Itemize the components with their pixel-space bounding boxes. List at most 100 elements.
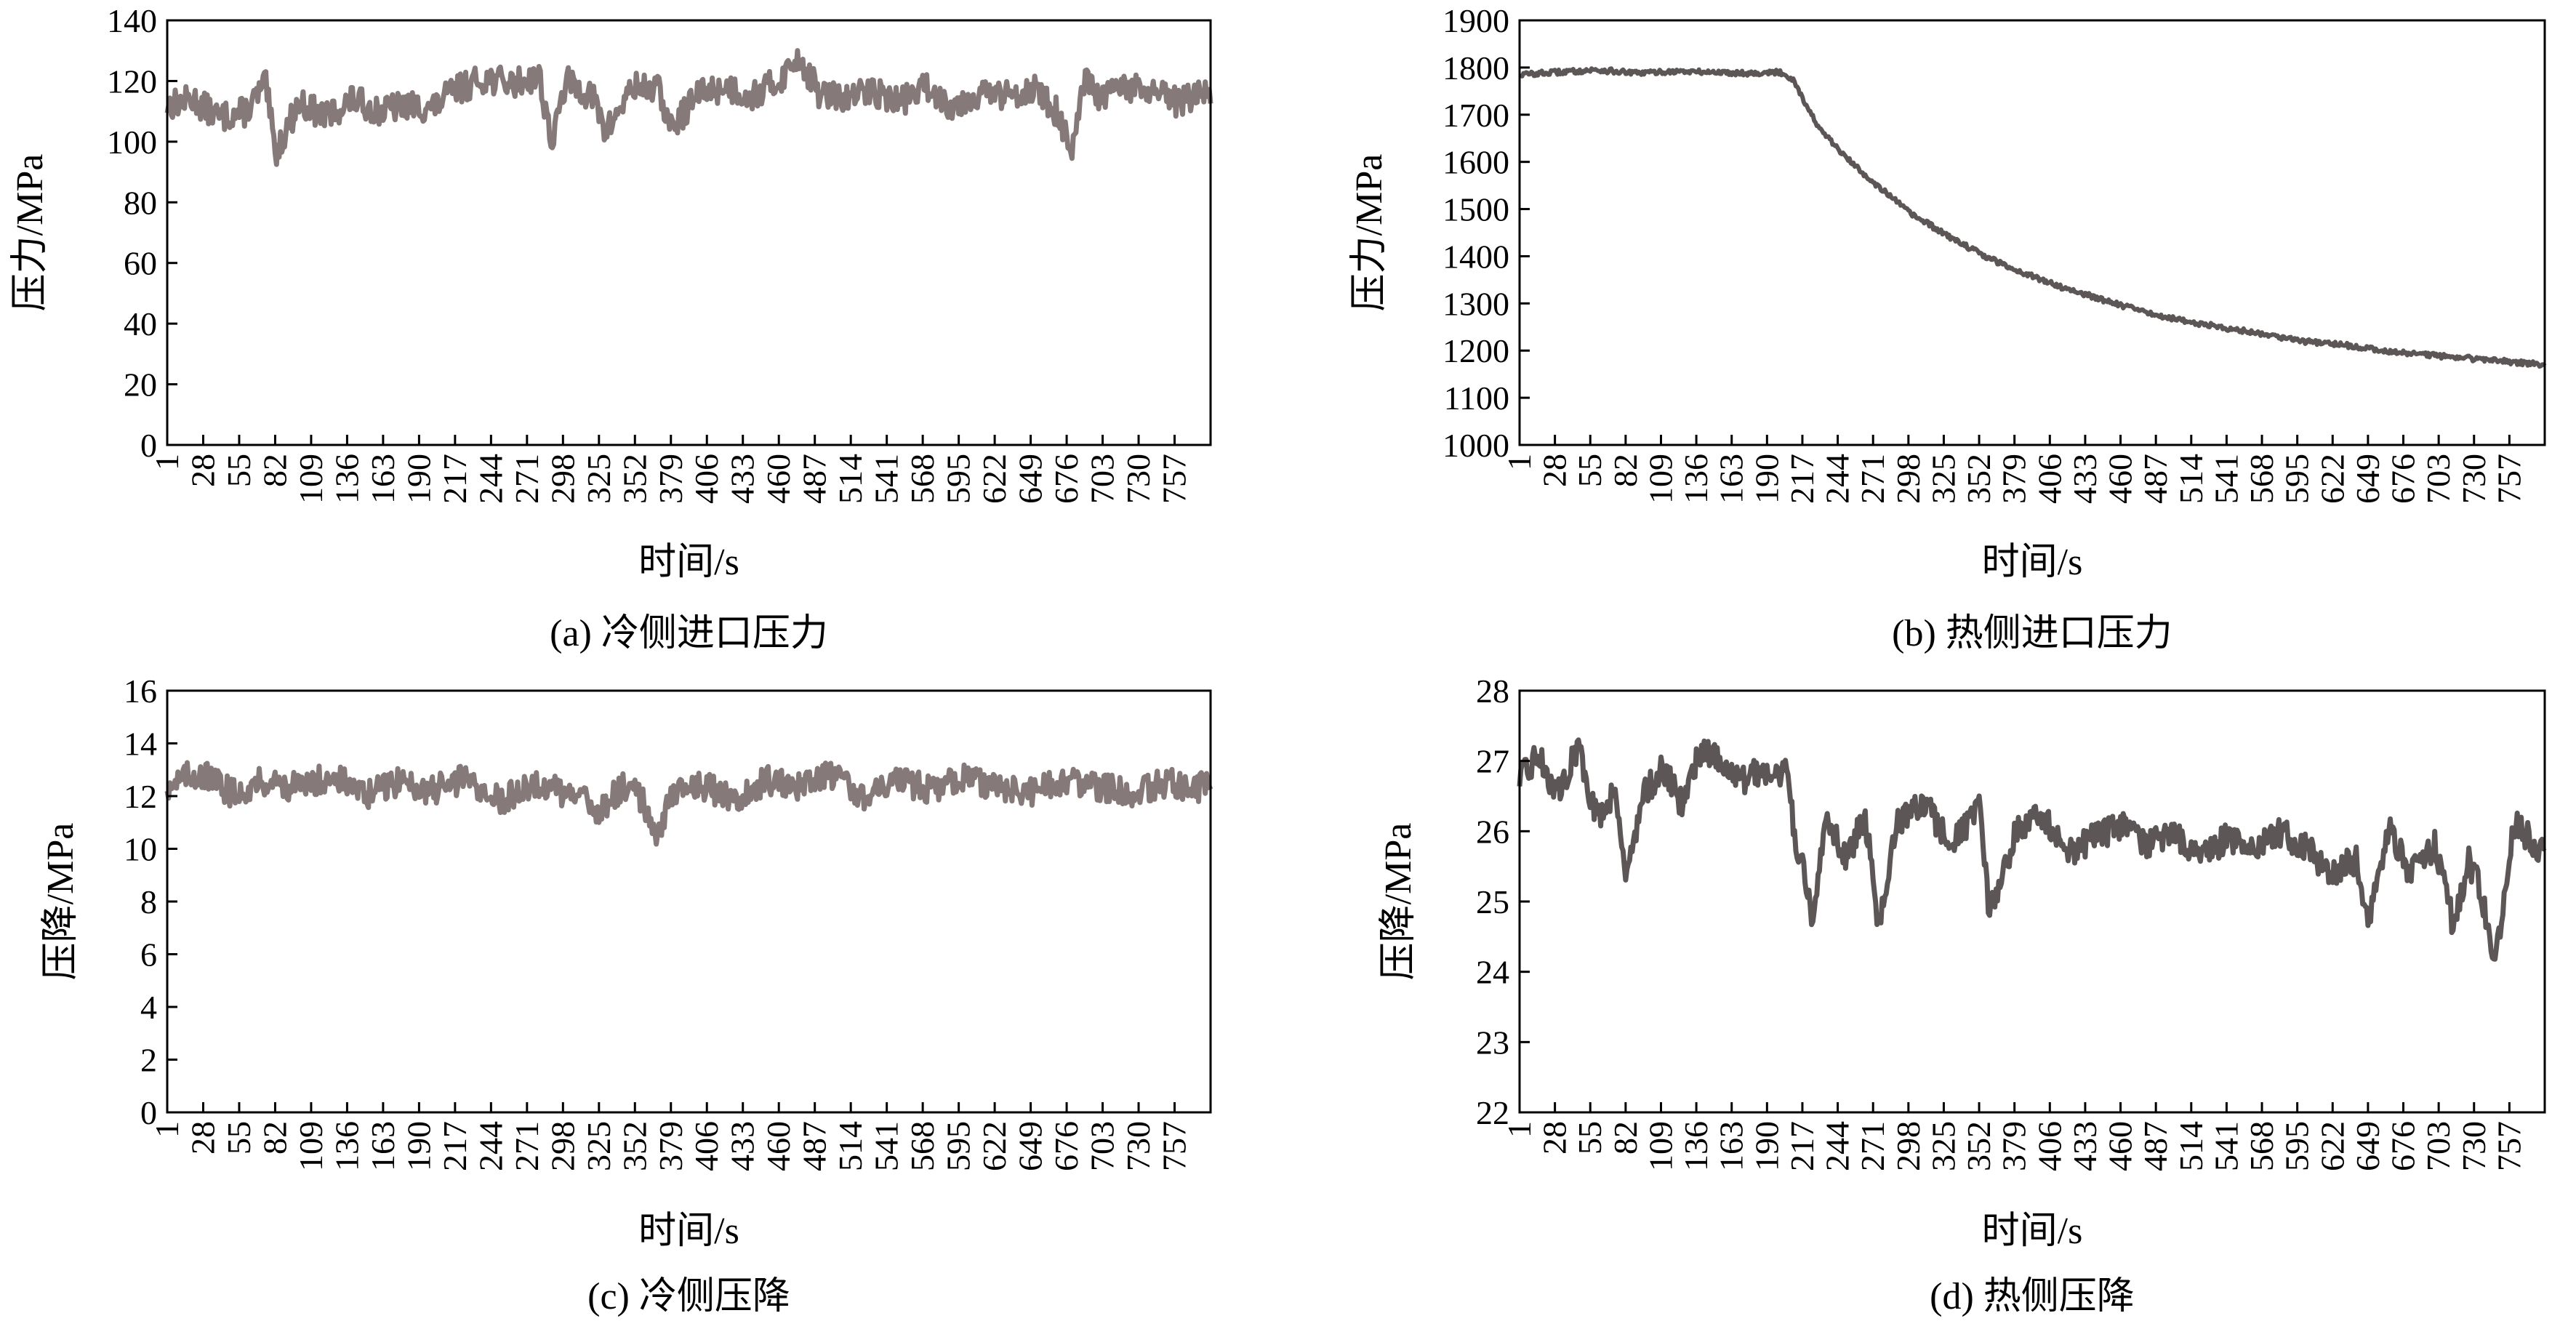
x-axis-label: 时间/s bbox=[1982, 1210, 2083, 1252]
y-tick-label: 16 bbox=[124, 672, 157, 710]
y-tick-label: 0 bbox=[140, 427, 157, 464]
x-tick-label: 757 bbox=[2490, 1121, 2527, 1171]
x-tick-label: 136 bbox=[1677, 454, 1714, 504]
x-tick-label: 676 bbox=[2385, 1121, 2422, 1171]
x-tick-label: 379 bbox=[652, 1121, 689, 1171]
x-tick-label: 55 bbox=[1571, 1121, 1608, 1155]
x-tick-label: 487 bbox=[2137, 454, 2174, 504]
x-tick-label: 433 bbox=[2066, 1121, 2103, 1171]
y-tick-label: 14 bbox=[124, 726, 157, 763]
x-tick-label: 649 bbox=[1012, 454, 1049, 504]
x-tick-label: 28 bbox=[184, 454, 221, 487]
x-tick-label: 379 bbox=[1996, 454, 2033, 504]
x-tick-label: 163 bbox=[1713, 454, 1750, 504]
x-tick-label: 406 bbox=[688, 454, 725, 504]
x-tick-label: 271 bbox=[508, 454, 545, 504]
y-tick-label: 1800 bbox=[1443, 49, 1509, 87]
x-tick-label: 244 bbox=[472, 1121, 509, 1171]
x-tick-label: 595 bbox=[2279, 1121, 2316, 1171]
x-tick-label: 109 bbox=[1642, 454, 1679, 504]
chart-panel-c: 0 2 4 6 8 10 12 14 16 128558210913616319021724427… bbox=[40, 672, 1213, 1317]
chart-panel-d: 2223242526272812855821091361631902172442… bbox=[1378, 672, 2547, 1317]
x-tick-label: 271 bbox=[1854, 1121, 1891, 1171]
chart-panel-b: 1000 1100 1200 1300 1400 1500 1600 1700 1800 1900… bbox=[1349, 2, 2547, 654]
x-tick-label: 568 bbox=[904, 454, 941, 504]
x-tick-label: 136 bbox=[328, 454, 365, 504]
x-tick-label: 406 bbox=[2031, 1121, 2068, 1171]
x-tick-label: 757 bbox=[1156, 1121, 1193, 1171]
series-line bbox=[164, 48, 1213, 167]
x-tick-label: 379 bbox=[652, 454, 689, 504]
y-tick-label: 40 bbox=[124, 305, 157, 342]
x-tick-label: 703 bbox=[2420, 1121, 2457, 1171]
x-tick-label: 460 bbox=[2102, 1121, 2139, 1171]
x-tick-label: 568 bbox=[904, 1121, 941, 1171]
x-tick-label: 676 bbox=[1048, 1121, 1085, 1171]
x-tick-label: 514 bbox=[832, 454, 869, 504]
x-tick-label: 568 bbox=[2243, 1121, 2280, 1171]
y-tick-label: 100 bbox=[107, 124, 157, 161]
x-tick-label: 703 bbox=[2420, 454, 2457, 504]
y-tick-label: 27 bbox=[1476, 743, 1509, 780]
x-tick-label: 109 bbox=[292, 454, 329, 504]
x-tick-label: 730 bbox=[2455, 454, 2492, 504]
x-tick-label: 541 bbox=[868, 454, 905, 504]
x-tick-label: 730 bbox=[1120, 1121, 1157, 1171]
x-tick-label: 757 bbox=[1156, 454, 1193, 504]
plot-frame bbox=[166, 689, 1212, 1114]
x-tick-label: 163 bbox=[364, 454, 401, 504]
x-tick-label: 352 bbox=[616, 454, 653, 504]
y-tick-label: 28 bbox=[1476, 672, 1509, 710]
y-tick-label: 25 bbox=[1476, 883, 1509, 920]
y-tick-label: 140 bbox=[107, 2, 157, 39]
x-axis-label: 时间/s bbox=[638, 542, 739, 583]
series-line bbox=[164, 760, 1213, 847]
y-axis-label: 压力/MPa bbox=[1349, 154, 1390, 312]
x-tick-label: 325 bbox=[580, 1121, 617, 1171]
x-tick-label: 325 bbox=[580, 454, 617, 504]
y-tick-label: 1200 bbox=[1443, 332, 1509, 369]
plot-frame bbox=[166, 19, 1212, 446]
x-tick-label: 55 bbox=[220, 1121, 257, 1155]
y-tick-label: 60 bbox=[124, 245, 157, 282]
x-tick-label: 1 bbox=[1501, 454, 1538, 470]
y-tick-label: 6 bbox=[140, 936, 157, 973]
x-axis-label: 时间/s bbox=[1982, 542, 2083, 583]
x-tick-label: 244 bbox=[1819, 1121, 1856, 1171]
y-tick-label: 20 bbox=[124, 366, 157, 403]
x-tick-label: 460 bbox=[2102, 454, 2139, 504]
x-tick-label: 649 bbox=[1012, 1121, 1049, 1171]
x-tick-label: 460 bbox=[760, 454, 797, 504]
y-tick-label: 1600 bbox=[1443, 144, 1509, 181]
x-tick-label: 730 bbox=[1120, 454, 1157, 504]
x-tick-label: 298 bbox=[1890, 454, 1927, 504]
y-tick-label: 1000 bbox=[1443, 427, 1509, 464]
x-tick-label: 82 bbox=[1607, 454, 1644, 487]
x-tick-label: 379 bbox=[1996, 1121, 2033, 1171]
plot-frame bbox=[1518, 689, 2546, 1114]
y-axis-label: 压力/MPa bbox=[9, 154, 51, 312]
panel-caption: (d) 热侧压降 bbox=[1930, 1276, 2135, 1317]
series-line bbox=[1518, 66, 2547, 369]
x-tick-label: 541 bbox=[2207, 454, 2244, 504]
x-tick-label: 190 bbox=[400, 1121, 437, 1171]
y-tick-label: 1900 bbox=[1443, 2, 1509, 39]
x-tick-label: 136 bbox=[328, 1121, 365, 1171]
x-tick-label: 244 bbox=[1819, 454, 1856, 504]
x-tick-label: 622 bbox=[2314, 1121, 2351, 1171]
x-tick-label: 82 bbox=[1607, 1121, 1644, 1155]
x-tick-label: 163 bbox=[1713, 1121, 1750, 1171]
x-tick-label: 190 bbox=[1748, 454, 1785, 504]
y-tick-label: 22 bbox=[1476, 1094, 1509, 1131]
x-tick-label: 82 bbox=[256, 454, 293, 487]
x-tick-label: 730 bbox=[2455, 1121, 2492, 1171]
x-tick-label: 487 bbox=[796, 454, 833, 504]
x-tick-label: 433 bbox=[724, 454, 761, 504]
x-tick-label: 244 bbox=[472, 454, 509, 504]
y-tick-label: 1500 bbox=[1443, 191, 1509, 228]
x-tick-label: 325 bbox=[1925, 454, 1962, 504]
x-tick-label: 28 bbox=[1536, 454, 1573, 487]
x-tick-label: 325 bbox=[1925, 1121, 1962, 1171]
y-tick-label: 12 bbox=[124, 778, 157, 815]
